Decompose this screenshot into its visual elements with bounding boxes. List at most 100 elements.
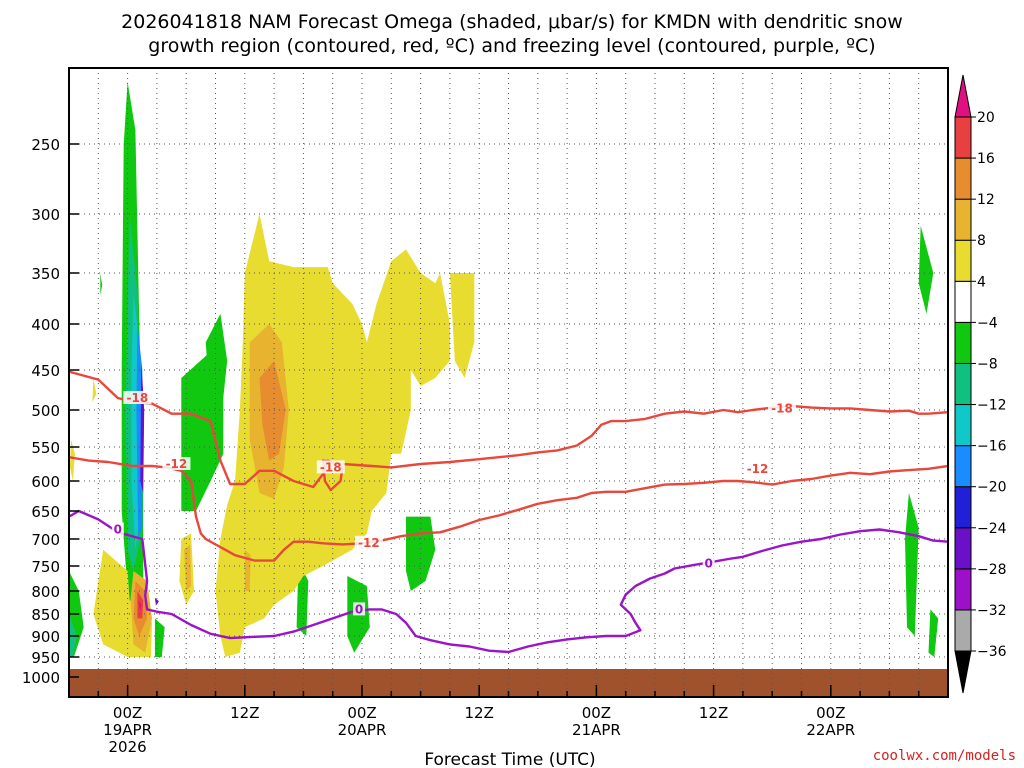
colorbar-label-10: 8: [977, 233, 986, 249]
x-tick-label-4: 00Z: [582, 704, 611, 722]
chart-title-line1: 2026041818 NAM Forecast Omega (shaded, μ…: [121, 11, 903, 33]
x-tick-year-0: 2026: [109, 738, 147, 756]
omega-region-32: [154, 597, 159, 606]
colorbar-label-7: −8: [977, 356, 998, 372]
contour-label-0: -18: [127, 391, 149, 405]
omega-region-31: [138, 600, 142, 612]
x-tick-label-0: 00Z: [113, 704, 142, 722]
colorbar-label-4: −20: [977, 480, 1007, 496]
contour-dgz-1: [69, 456, 948, 562]
contour-label-bg-1: [162, 457, 191, 470]
colorbar-bin-5: [954, 404, 972, 447]
colorbar-label-0: −36: [977, 644, 1007, 660]
colorbar-bin-12: [954, 116, 972, 159]
omega-region-14: [905, 493, 919, 636]
y-tick-label-550: 550: [31, 439, 60, 457]
contour-label-3: -12: [358, 536, 380, 550]
colorbar-over-arrow: [954, 74, 972, 118]
colorbar-bin-1: [954, 568, 972, 611]
contour-label-bg-6: [111, 522, 124, 536]
omega-region-26: [184, 544, 192, 591]
contour-freezing-2: [69, 509, 948, 654]
y-tick-label-900: 900: [31, 628, 60, 646]
omega-region-3: [136, 324, 143, 539]
omega-region-23: [92, 378, 97, 402]
colorbar-label-8: −4: [977, 315, 998, 331]
x-tick-label-1: 12Z: [230, 704, 259, 722]
colorbar-bin-8: [954, 280, 972, 323]
colorbar-bin-7: [954, 321, 972, 364]
colorbar-label-1: −32: [977, 603, 1007, 619]
contour-label-8: 0: [705, 556, 713, 570]
colorbar-label-13: 20: [977, 110, 995, 126]
y-tick-label-1000: 1000: [22, 669, 60, 687]
omega-region-17: [215, 214, 450, 657]
y-tick-label-350: 350: [31, 265, 60, 283]
contour-label-5: -18: [771, 401, 793, 415]
omega-region-16: [100, 273, 103, 296]
omega-region-19: [449, 273, 475, 378]
contour-label-bg-8: [702, 556, 715, 570]
omega-region-18: [386, 342, 402, 425]
colorbar-bin-11: [954, 157, 972, 200]
colorbar-bin-0: [954, 609, 972, 652]
omega-region-28: [259, 360, 286, 461]
colorbar-bin-9: [954, 239, 972, 282]
contour-label-bg-2: [316, 460, 345, 474]
x-tick-label-6: 00Z: [816, 704, 845, 722]
x-tick-date-2: 20APR: [338, 721, 387, 739]
omega-region-15: [928, 609, 939, 657]
y-tick-label-500: 500: [31, 402, 60, 420]
contour-label-bg-7: [353, 602, 366, 616]
y-tick-label-850: 850: [31, 606, 60, 624]
y-tick-label-450: 450: [31, 362, 60, 380]
colorbar: −36 −32 −28 −24 −20 −16 −12 −8 −4 4 8 12 16 20: [954, 74, 1007, 694]
x-tick-label-5: 12Z: [699, 704, 728, 722]
colorbar-bin-10: [954, 198, 972, 241]
contour-label-bg-4: [743, 461, 772, 475]
omega-region-27: [244, 549, 251, 591]
contour-label-6: 0: [114, 522, 122, 536]
colorbar-bin-4: [954, 445, 972, 488]
colorbar-label-12: 16: [977, 151, 995, 167]
omega-region-13: [918, 225, 934, 314]
y-tick-label-400: 400: [31, 316, 60, 334]
contour-label-4: -12: [747, 462, 769, 476]
y-tick-label-950: 950: [31, 649, 60, 667]
colorbar-label-6: −12: [977, 398, 1007, 414]
y-tick-label-750: 750: [31, 558, 60, 576]
contour-label-bg-3: [354, 535, 383, 549]
credit-text: coolwx.com/models: [873, 748, 1016, 764]
y-tick-label-650: 650: [31, 503, 60, 521]
y-tick-label-800: 800: [31, 583, 60, 601]
y-axis: 250 300 350 400 450 500 550 600 650 700 750 800 850 9…: [22, 136, 79, 687]
contour-label-1: -12: [166, 457, 188, 471]
colorbar-under-arrow: [954, 650, 972, 694]
y-tick-label-700: 700: [31, 531, 60, 549]
chart-title-line2: growth region (contoured, red, ºC) and f…: [148, 35, 875, 57]
contour-label-bg-0: [123, 391, 152, 404]
colorbar-bin-3: [954, 486, 972, 529]
contour-label-bg-5: [767, 401, 796, 415]
x-tick-date-0: 19APR: [103, 721, 152, 739]
omega-shading: [69, 81, 939, 657]
omega-region-6: [205, 313, 228, 425]
colorbar-label-9: 4: [977, 274, 986, 290]
colorbar-bin-6: [954, 362, 972, 406]
contour-label-2: -18: [320, 460, 342, 474]
colorbar-label-3: −24: [977, 521, 1007, 537]
x-tick-date-4: 21APR: [572, 721, 621, 739]
contour-labels: -18 -12 -18 -12 -12 -18 0 0 0: [111, 391, 796, 616]
contour-label-7: 0: [355, 602, 363, 616]
y-tick-label-600: 600: [31, 473, 60, 491]
x-tick-label-2: 00Z: [347, 704, 376, 722]
x-tick-date-6: 22APR: [806, 721, 855, 739]
x-axis-title: Forecast Time (UTC): [424, 750, 595, 768]
colorbar-label-5: −16: [977, 439, 1007, 455]
colorbar-label-11: 12: [977, 192, 995, 208]
y-tick-label-250: 250: [31, 136, 60, 154]
colorbar-label-2: −28: [977, 562, 1007, 578]
x-tick-label-3: 12Z: [465, 704, 494, 722]
